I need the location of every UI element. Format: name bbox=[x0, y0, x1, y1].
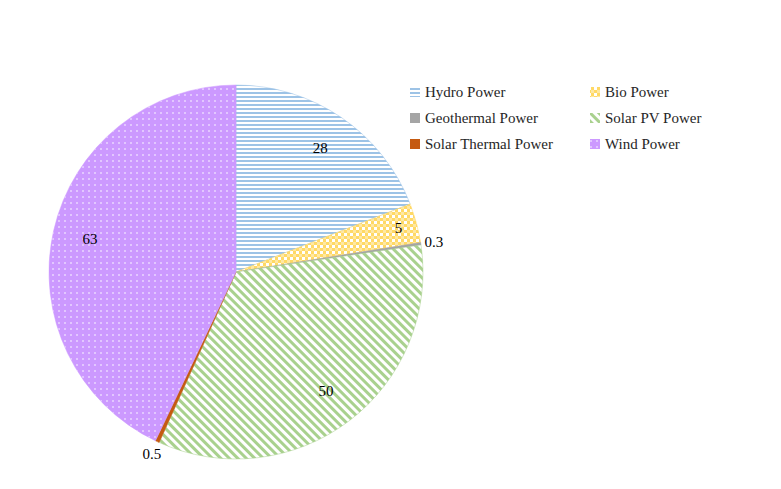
pie-slice bbox=[49, 85, 236, 441]
slices bbox=[49, 85, 423, 459]
data-label: 0.3 bbox=[424, 234, 443, 250]
legend-swatch bbox=[410, 113, 420, 123]
legend-item: Geothermal Power bbox=[410, 110, 538, 126]
legend-label: Solar PV Power bbox=[605, 110, 701, 126]
legend: Hydro Power Bio Power Geothermal Power Sola… bbox=[410, 84, 701, 152]
data-label: 28 bbox=[313, 140, 328, 156]
legend-label: Solar Thermal Power bbox=[425, 136, 553, 152]
legend-swatch bbox=[590, 87, 600, 97]
data-labels: 28 5 0.3 50 0.5 63 bbox=[83, 140, 444, 461]
legend-item: Solar PV Power bbox=[590, 110, 701, 126]
data-label: 50 bbox=[319, 383, 334, 399]
data-label: 63 bbox=[83, 231, 98, 247]
legend-swatch bbox=[590, 113, 600, 123]
legend-swatch bbox=[410, 87, 420, 97]
legend-label: Bio Power bbox=[605, 84, 669, 100]
legend-swatch bbox=[410, 139, 420, 149]
legend-label: Wind Power bbox=[605, 136, 680, 152]
chart-container: 28 5 0.3 50 0.5 63 Hydro Power Bio Power Geother… bbox=[0, 0, 781, 489]
legend-label: Geothermal Power bbox=[425, 110, 538, 126]
legend-item: Wind Power bbox=[590, 136, 680, 152]
legend-item: Solar Thermal Power bbox=[410, 136, 553, 152]
legend-item: Hydro Power bbox=[410, 84, 505, 100]
chart-svg: 28 5 0.3 50 0.5 63 Hydro Power Bio Power Geother… bbox=[0, 0, 781, 489]
pie-group bbox=[49, 85, 423, 459]
data-label: 5 bbox=[395, 220, 403, 236]
legend-swatch bbox=[590, 139, 600, 149]
legend-label: Hydro Power bbox=[425, 84, 505, 100]
data-label: 0.5 bbox=[142, 446, 161, 462]
legend-item: Bio Power bbox=[590, 84, 669, 100]
